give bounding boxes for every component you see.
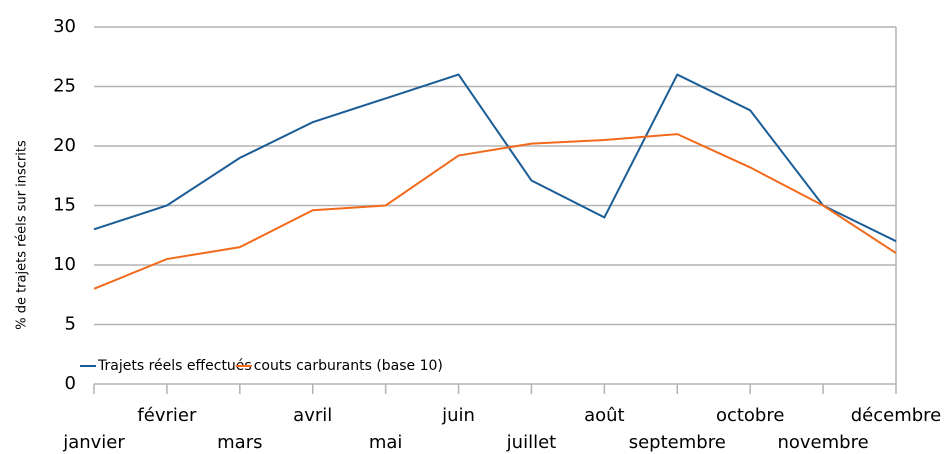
x-tick-label: novembre [777, 432, 868, 453]
y-tick-label: 30 [53, 16, 76, 37]
legend-label: Trajets réels effectués [97, 358, 252, 374]
x-tick-label: mars [217, 432, 262, 453]
y-tick-label: 20 [53, 135, 76, 156]
y-tick-label: 25 [53, 76, 76, 97]
y-tick-label: 10 [53, 254, 76, 275]
x-tick-label: avril [293, 405, 332, 426]
line-series [93, 133, 897, 290]
x-tick-label: juin [441, 405, 475, 426]
x-tick-label: décembre [851, 405, 942, 426]
y-tick-label: 5 [65, 314, 76, 335]
x-tick-label: juillet [506, 432, 557, 453]
line-series [93, 73, 897, 243]
y-tick-label: 15 [53, 195, 76, 216]
x-tick-label: janvier [62, 432, 125, 453]
y-axis-label: % de trajets réels sur inscrits [15, 140, 30, 330]
y-tick-label: 0 [65, 373, 76, 394]
x-tick-label: février [137, 405, 197, 426]
x-tick-label: octobre [716, 405, 784, 426]
legend-label: couts carburants (base 10) [254, 358, 443, 374]
x-tick-label: mai [369, 432, 403, 453]
x-tick-label: août [584, 405, 625, 426]
x-tick-label: septembre [629, 432, 726, 453]
